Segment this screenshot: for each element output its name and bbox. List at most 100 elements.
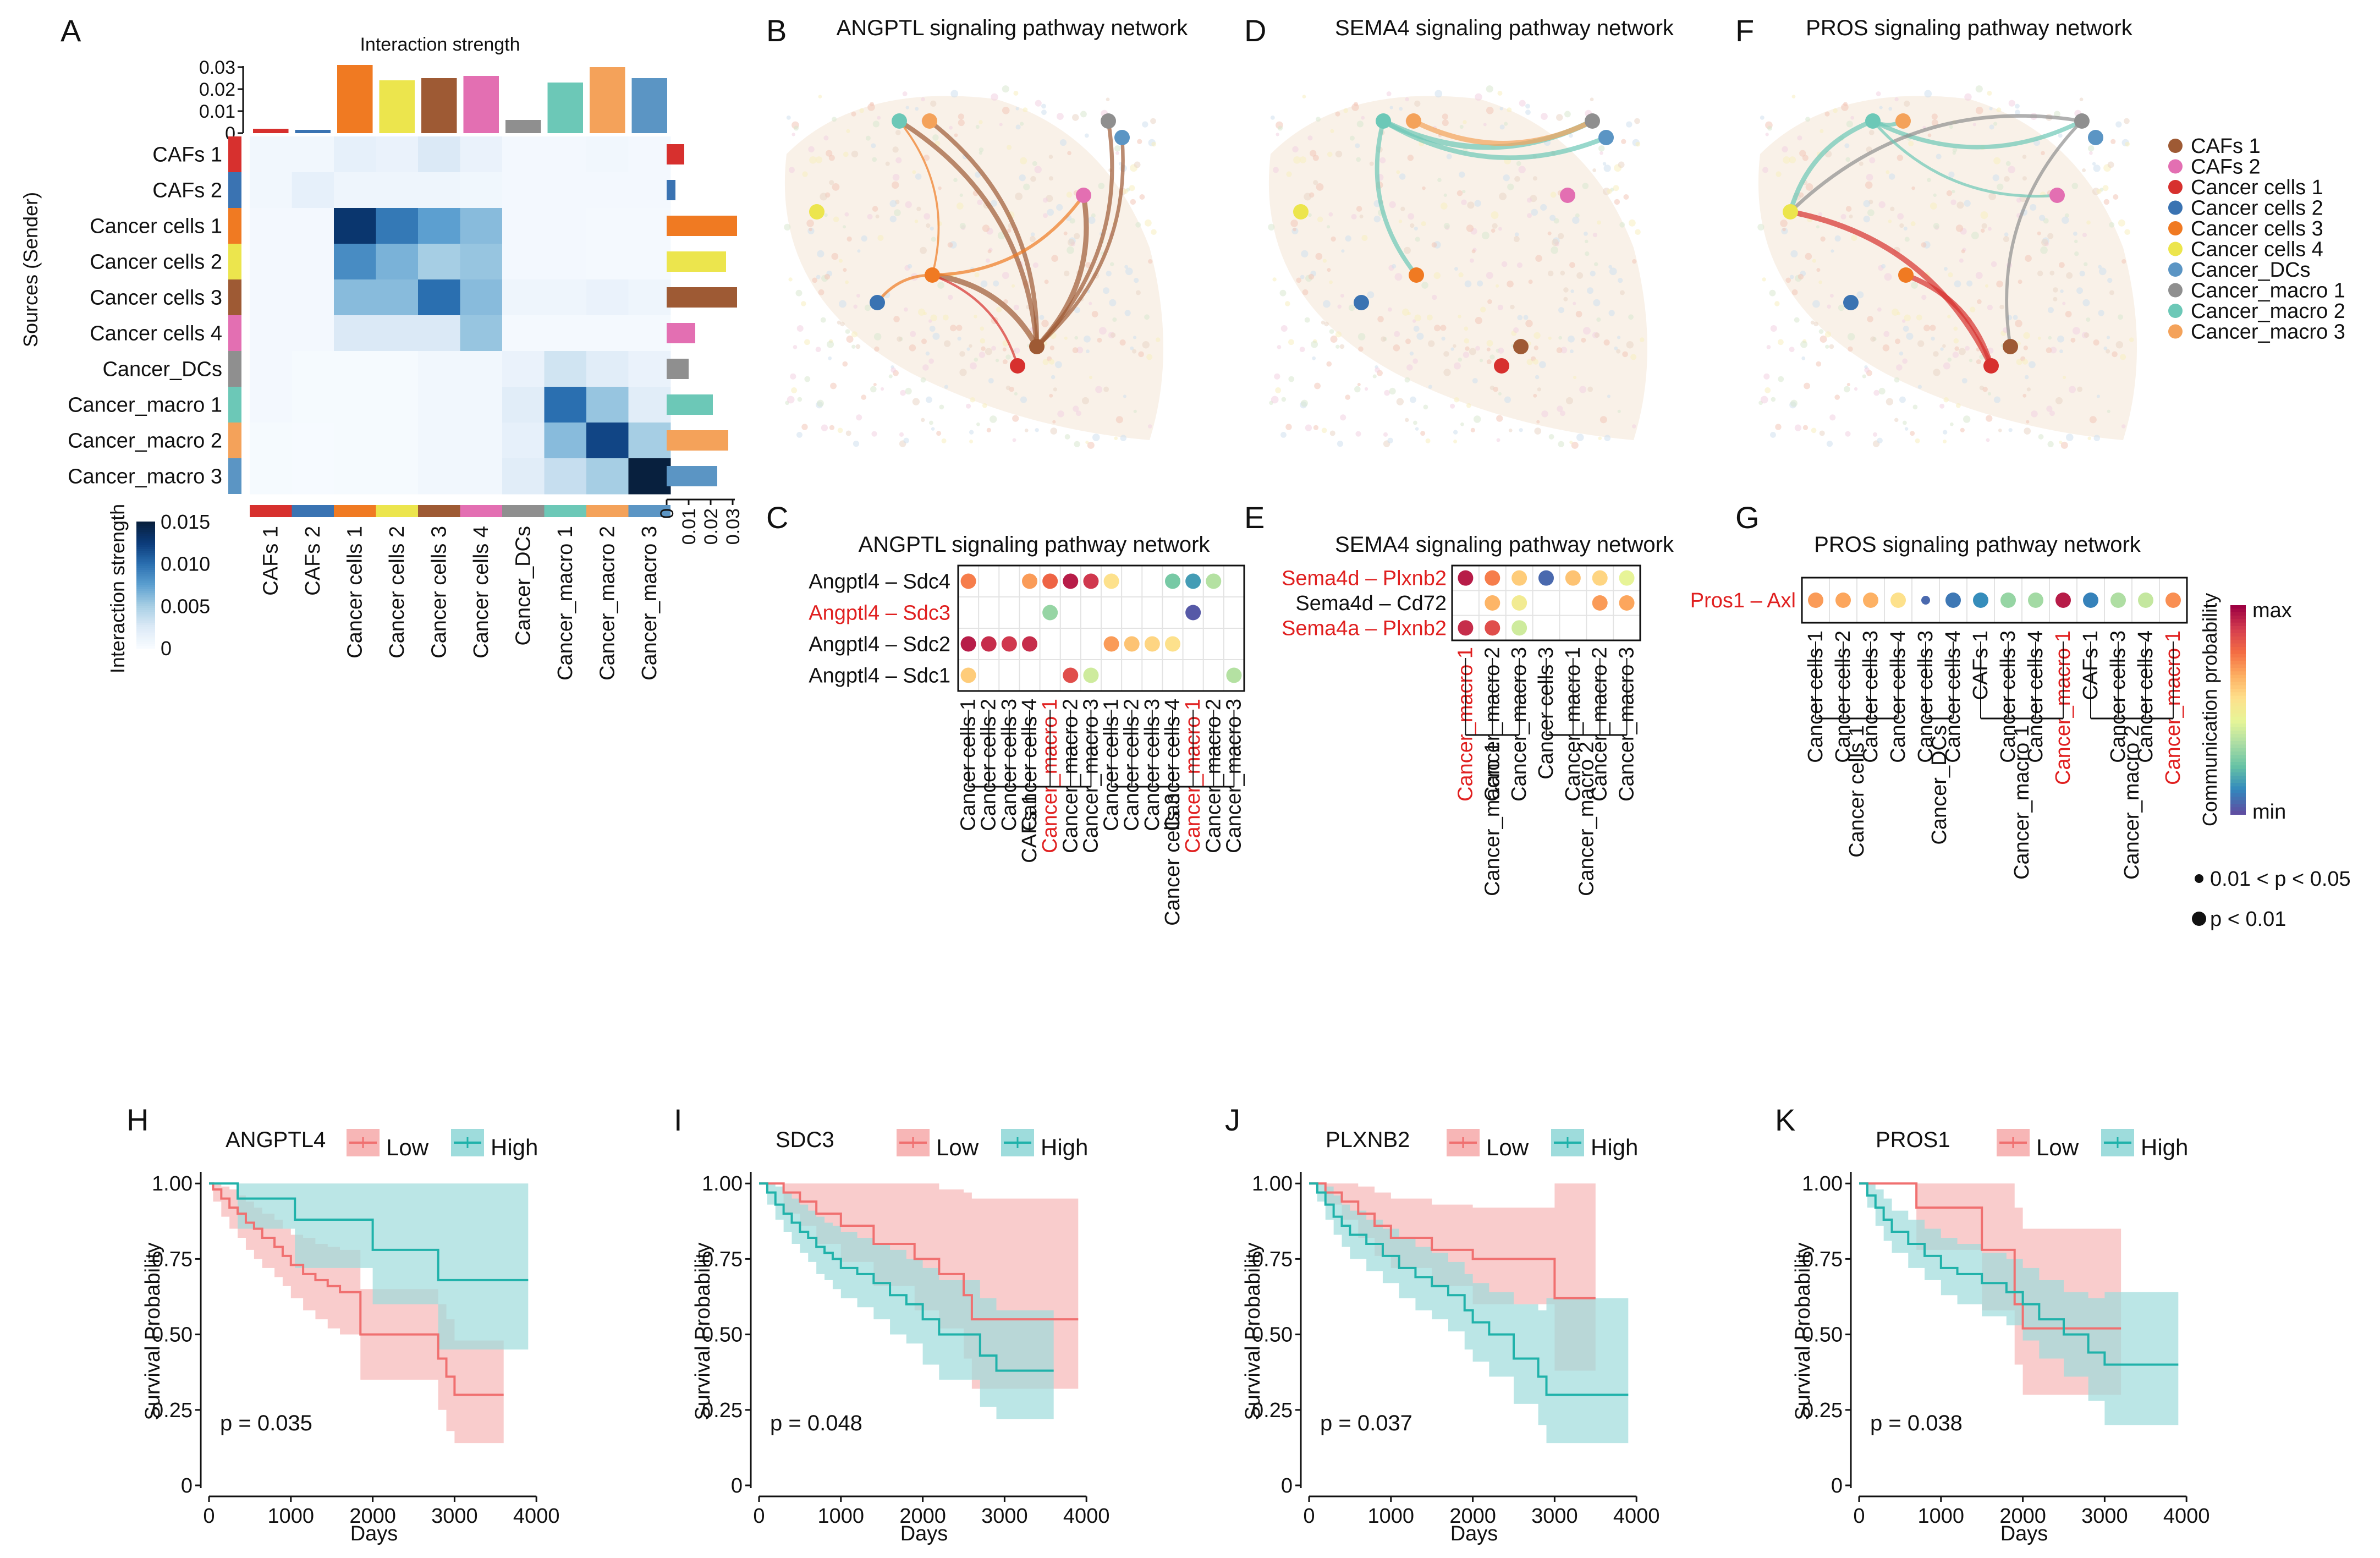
tissue-spot [1794,424,1802,431]
tissue-spot [1535,255,1542,262]
heatmap-cell [418,351,460,387]
tissue-spot [837,320,842,325]
tissue-spot [1475,93,1482,101]
tissue-spot [1614,346,1618,350]
tissue-spot [1571,441,1579,449]
tissue-spot [1952,189,1955,194]
tissue-spot [930,226,934,231]
tissue-spot [1618,161,1625,168]
tissue-spot [982,224,990,232]
tissue-spot [1464,280,1472,288]
tissue-spot [1771,397,1776,402]
tissue-spot [1020,157,1027,164]
dotplot-point-6 [1619,570,1635,586]
tissue-spot [1537,387,1541,392]
tissue-spot [979,151,983,155]
col-color-5 [460,505,502,517]
tissue-spot [1829,344,1834,349]
tissue-spot [1626,121,1633,128]
top-bar-7 [547,83,583,133]
tissue-spot [1330,129,1334,133]
tissue-spot [1518,166,1526,173]
colorbar-title: Interaction strength [106,504,129,673]
top-tick-label: 0.01 [199,101,235,122]
km-xtick-label: 2000 [899,1505,946,1528]
legend-label: Cancer_macro 2 [2191,300,2345,323]
tissue-spot [1780,220,1788,227]
tissue-spot [905,201,912,209]
tissue-spot [1541,113,1548,120]
tissue-spot [1498,227,1502,231]
col-color-3 [376,505,418,517]
tissue-spot [1514,176,1520,182]
tissue-spot [1497,90,1503,96]
tissue-spot [1462,189,1466,194]
tissue-spot [1489,354,1495,360]
tissue-spot [2039,215,2046,221]
tissue-spot [888,374,893,378]
colorbar-step [136,616,155,619]
comm-colorbar-step [2230,800,2246,804]
dotplot-point-9 [1042,605,1058,621]
tissue-spot [1095,386,1103,393]
colorbar-step [136,637,155,640]
heatmap-cell [334,387,376,423]
tissue-spot [846,129,850,133]
km-line-high [209,1182,529,1281]
tissue-spot [985,348,992,355]
tissue-spot [1587,287,1593,294]
comm-colorbar-step [2230,772,2246,777]
comm-colorbar-step [2230,748,2246,752]
heatmap-cell [292,423,334,459]
tissue-spot [1863,215,1870,223]
tissue-spot [1023,107,1028,113]
panel-letter-j: J [1225,1102,1240,1137]
row-label: CAFs 2 [152,179,222,202]
tissue-spot [838,259,843,263]
tissue-spot [903,307,908,312]
tissue-spot [2046,405,2053,412]
tissue-spot [2066,272,2073,279]
tissue-spot [1014,392,1018,396]
panel-letter-k: K [1775,1102,1795,1137]
tissue-spot [1415,427,1419,431]
tissue-spot [1301,399,1308,407]
tissue-spot [1401,308,1410,316]
tissue-spot [915,107,919,111]
tissue-spot [1041,320,1049,327]
tissue-spot [1584,231,1588,236]
tissue-spot [1834,394,1840,400]
tissue-spot [1558,307,1564,314]
tissue-spot [2120,354,2126,360]
km-xtick-label: 0 [1303,1505,1315,1528]
tissue-spot [1829,414,1836,421]
dotplot-point-12 [981,636,997,652]
colorbar-step [136,644,155,647]
tissue-spot [2103,346,2108,350]
dotplot-title: SEMA4 signaling pathway network [1335,533,1674,557]
heatmap-cell [586,279,629,316]
tissue-spot [802,171,808,177]
tissue-spot [991,93,998,101]
network-edge-6 [932,194,1085,277]
tissue-spot [1498,392,1502,396]
tissue-spot [1930,325,1936,331]
comm-colorbar-step [2230,716,2246,721]
km-xtick-label: 4000 [513,1505,560,1528]
comm-colorbar-step [2230,682,2246,686]
tissue-spot [1348,304,1355,311]
tissue-spot [818,95,822,98]
tissue-spot [970,397,975,403]
km-gene-title: SDC3 [776,1128,834,1152]
tissue-spot [797,397,803,402]
tissue-spot [1110,332,1116,338]
comm-colorbar-step [2230,807,2246,811]
tissue-spot [1805,117,1811,122]
tissue-spot [1499,107,1503,111]
tissue-spot [1607,394,1611,398]
tissue-spot [877,234,884,242]
col-label: Cancer cells 2 [386,526,409,659]
tissue-spot [1328,212,1333,217]
dotplot-point-11 [1458,620,1474,636]
tissue-spot [1864,367,1870,373]
